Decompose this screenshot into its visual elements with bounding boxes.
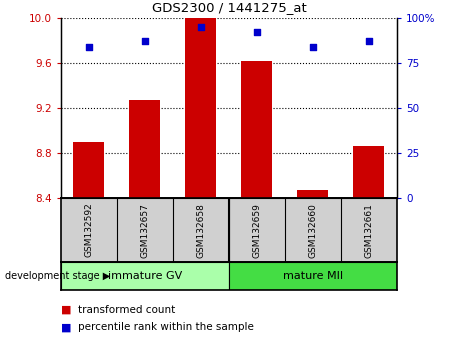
Text: ■: ■ bbox=[61, 305, 71, 315]
Point bbox=[309, 44, 317, 50]
Text: GSM132661: GSM132661 bbox=[364, 202, 373, 258]
Bar bbox=[241, 61, 272, 198]
Text: transformed count: transformed count bbox=[78, 305, 175, 315]
Point bbox=[197, 24, 204, 29]
Text: immature GV: immature GV bbox=[108, 271, 182, 281]
Point bbox=[365, 38, 373, 44]
Text: GSM132658: GSM132658 bbox=[196, 202, 205, 258]
Point bbox=[85, 44, 92, 50]
Text: GSM132659: GSM132659 bbox=[253, 202, 262, 258]
Bar bbox=[354, 146, 384, 198]
Bar bbox=[185, 18, 216, 198]
Text: development stage ▶: development stage ▶ bbox=[5, 271, 110, 281]
Bar bbox=[129, 100, 160, 198]
Bar bbox=[74, 142, 104, 198]
Text: GSM132657: GSM132657 bbox=[140, 202, 149, 258]
Title: GDS2300 / 1441275_at: GDS2300 / 1441275_at bbox=[152, 1, 306, 14]
Point bbox=[253, 29, 261, 35]
Text: percentile rank within the sample: percentile rank within the sample bbox=[78, 322, 254, 332]
Point bbox=[141, 38, 148, 44]
Bar bbox=[61, 262, 229, 290]
Bar bbox=[229, 262, 397, 290]
Text: GSM132660: GSM132660 bbox=[308, 202, 318, 258]
Text: GSM132592: GSM132592 bbox=[84, 203, 93, 257]
Bar bbox=[298, 190, 328, 198]
Text: mature MII: mature MII bbox=[283, 271, 343, 281]
Text: ■: ■ bbox=[61, 322, 71, 332]
